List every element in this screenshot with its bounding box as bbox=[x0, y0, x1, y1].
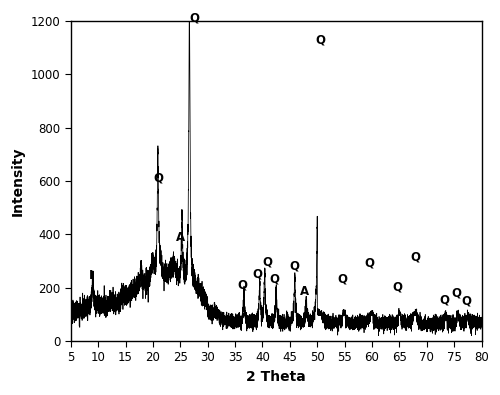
Y-axis label: Intensity: Intensity bbox=[11, 146, 25, 216]
Text: Q: Q bbox=[262, 255, 272, 268]
Text: Q: Q bbox=[252, 267, 262, 280]
Text: Q: Q bbox=[452, 286, 462, 299]
Text: Q: Q bbox=[392, 281, 402, 294]
Text: Q: Q bbox=[237, 278, 247, 291]
Text: Q: Q bbox=[338, 273, 347, 286]
Text: Q: Q bbox=[410, 250, 420, 263]
Text: A: A bbox=[300, 285, 309, 298]
Text: Q: Q bbox=[440, 293, 450, 306]
Text: Q: Q bbox=[153, 171, 163, 184]
Text: Q: Q bbox=[270, 273, 280, 286]
Text: I: I bbox=[89, 269, 94, 282]
Text: Q: Q bbox=[290, 260, 300, 273]
Text: Q: Q bbox=[365, 257, 375, 270]
Text: Q: Q bbox=[190, 11, 200, 24]
Text: A: A bbox=[176, 231, 185, 245]
X-axis label: 2 Theta: 2 Theta bbox=[246, 370, 306, 384]
Text: Q: Q bbox=[461, 294, 471, 307]
Text: Q: Q bbox=[316, 34, 326, 47]
Text: I: I bbox=[137, 278, 141, 291]
